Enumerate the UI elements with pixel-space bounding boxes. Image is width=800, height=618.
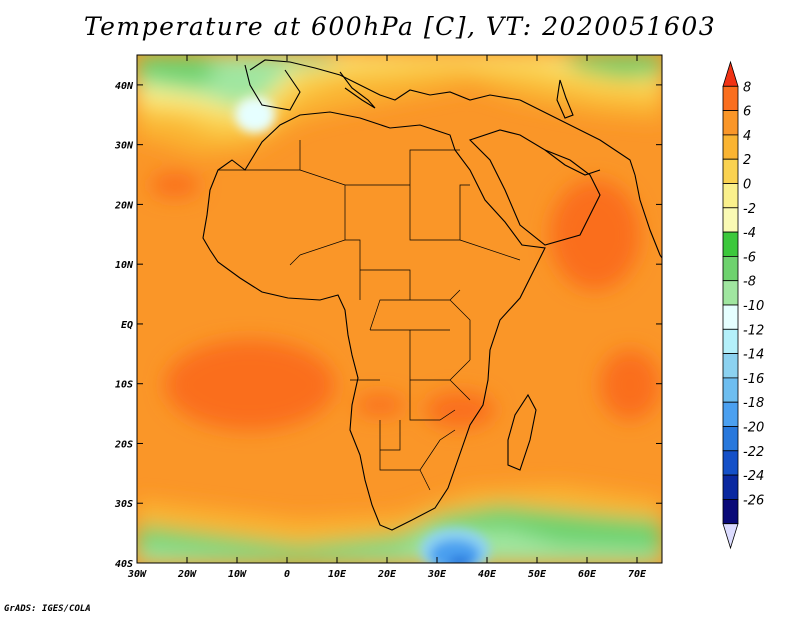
y-tick-label: 30S	[114, 499, 133, 510]
x-tick-label: 50E	[528, 569, 547, 580]
colorbar-label: -2	[743, 202, 756, 217]
x-tick-label: 10E	[328, 569, 347, 580]
africa-coastline	[202, 111, 546, 531]
iberia-coastline	[244, 64, 301, 111]
y-axis: 40N 30N 20N 10N EQ 10S 20S 30S 40S	[114, 81, 662, 570]
iran-coastline	[519, 99, 636, 176]
colorbar-swatch	[722, 231, 739, 257]
colorbar-swatch	[722, 328, 739, 354]
y-tick-label: 10N	[115, 260, 134, 271]
colorbar-swatch	[722, 158, 739, 184]
colorbar-label: -16	[743, 372, 764, 387]
india-coastline	[634, 174, 662, 259]
map-title: Temperature at 600hPa [C], VT: 202005160…	[83, 12, 717, 41]
x-axis: 30W 20W 10W 0 10E 20E 30E 40E 50E 60E 70E	[127, 55, 647, 580]
colorbar-swatch	[722, 474, 739, 500]
colorbar-label: -26	[743, 493, 764, 508]
grads-credit: GrADS: IGES/COLA	[4, 604, 91, 614]
colorbar-top-arrow	[722, 60, 739, 87]
x-tick-label: 10W	[228, 569, 247, 580]
colorbar-label: -12	[743, 323, 764, 338]
italy-coastline	[339, 71, 376, 109]
country-borders	[218, 140, 521, 491]
x-tick-label: 30E	[427, 569, 447, 580]
x-tick-label: 40E	[478, 569, 497, 580]
x-tick-label: 60E	[578, 569, 597, 580]
madagascar-coastline	[507, 393, 537, 471]
colorbar-swatch	[722, 450, 739, 476]
colorbar-swatch	[722, 110, 739, 136]
y-tick-label: 40S	[115, 559, 133, 570]
persian-gulf-coastline	[544, 149, 601, 176]
plot-frame	[136, 54, 663, 564]
colorbar-swatch	[722, 280, 739, 306]
colorbar-label: -8	[743, 275, 756, 290]
x-tick-label: 20W	[177, 569, 197, 580]
colorbar-label: 6	[743, 105, 751, 120]
arabia-coastline	[468, 129, 601, 246]
colorbar: 8 6 4 2 0 -2 -4 -6 -8 -10 -12 -14 -16 -18 -20 -22 -24 -26	[722, 60, 764, 550]
colorbar-swatch	[722, 353, 739, 379]
colorbar-swatch	[722, 426, 739, 452]
colorbar-swatch	[722, 498, 739, 525]
caspian-coastline	[556, 79, 574, 119]
colorbar-label: 8	[743, 80, 751, 95]
y-tick-label: 40N	[115, 81, 134, 92]
colorbar-label: -4	[743, 226, 756, 241]
colorbar-label: -6	[743, 250, 756, 265]
temperature-field	[137, 55, 662, 563]
colorbar-label: -24	[743, 469, 764, 484]
y-tick-label: 20S	[114, 439, 133, 450]
y-tick-label: EQ	[121, 320, 133, 331]
x-tick-label: 70E	[628, 569, 647, 580]
x-tick-label: 20E	[377, 569, 397, 580]
colorbar-label: 2	[743, 153, 751, 168]
colorbar-label: 4	[743, 129, 751, 144]
y-tick-label: 30N	[114, 141, 134, 152]
colorbar-label: -18	[743, 396, 764, 411]
colorbar-label: -10	[743, 299, 764, 314]
y-tick-label: 10S	[115, 380, 133, 391]
colorbar-swatch	[722, 401, 739, 427]
europe-coastline	[249, 59, 521, 101]
colorbar-swatch	[722, 85, 739, 112]
colorbar-swatch	[722, 255, 739, 282]
colorbar-swatch	[722, 207, 739, 233]
colorbar-label: -20	[743, 421, 764, 436]
x-tick-label: 30W	[127, 569, 147, 580]
coastlines	[202, 59, 662, 531]
colorbar-label: -14	[743, 348, 764, 363]
colorbar-bottom-arrow	[722, 523, 739, 550]
colorbar-label: -22	[743, 445, 764, 460]
colorbar-swatch	[722, 377, 739, 403]
colorbar-swatch	[722, 134, 739, 160]
colorbar-label: 0	[743, 178, 751, 193]
y-tick-label: 20N	[114, 200, 134, 211]
colorbar-swatch	[722, 304, 739, 330]
colorbar-swatch	[722, 183, 739, 209]
x-tick-label: 0	[284, 569, 290, 580]
